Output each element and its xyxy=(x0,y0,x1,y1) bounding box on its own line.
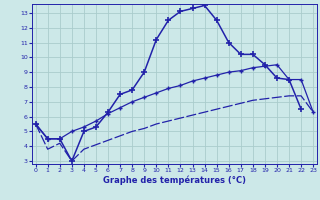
X-axis label: Graphe des températures (°C): Graphe des températures (°C) xyxy=(103,176,246,185)
